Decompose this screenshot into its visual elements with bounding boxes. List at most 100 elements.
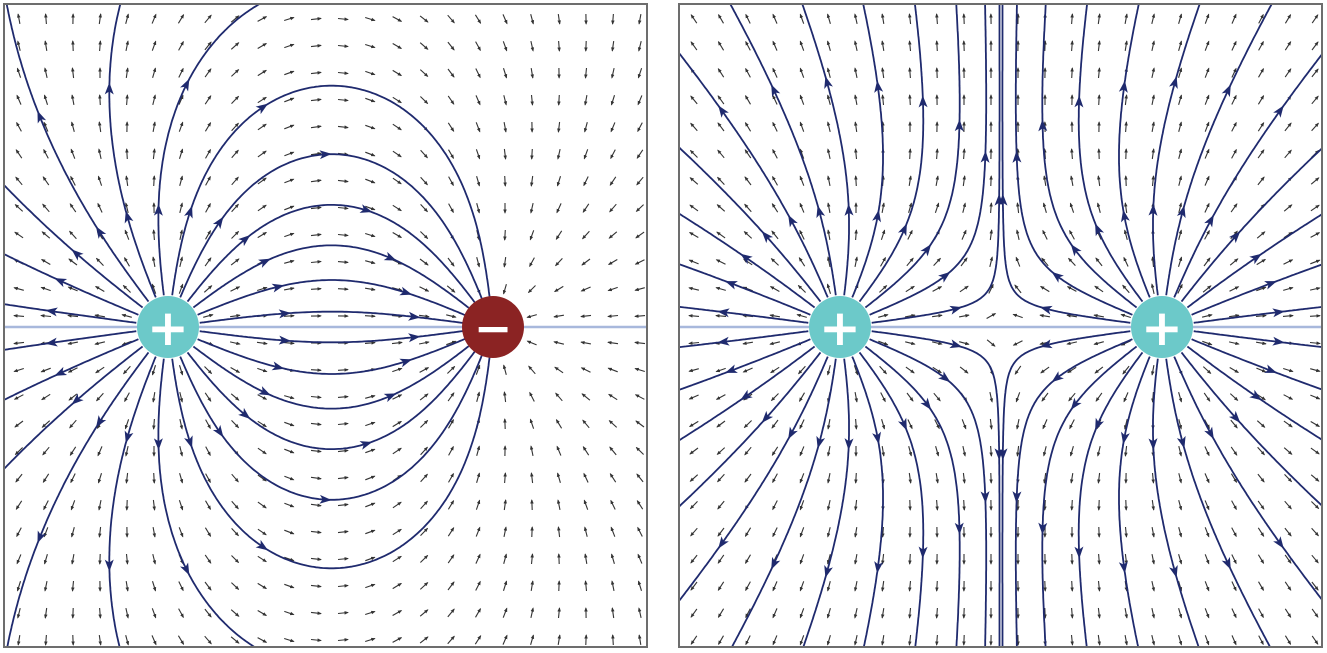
field-vector-arrow	[1231, 554, 1237, 565]
field-vector-arrow	[419, 286, 430, 292]
field-line-arrowhead	[71, 249, 84, 261]
field-vector-arrow	[1202, 366, 1212, 374]
field-vector-arrow	[1039, 285, 1050, 293]
field-line	[871, 5, 1001, 324]
field-vector-arrow	[1178, 473, 1183, 484]
field-vector-arrow	[446, 340, 457, 346]
field-vector-arrow	[690, 581, 698, 591]
field-vector-arrow	[503, 553, 508, 564]
field-vector-arrow	[908, 607, 912, 619]
field-vector-arrow	[152, 527, 156, 538]
dipole-field-panel: + −	[3, 3, 648, 648]
field-vector-arrow	[526, 314, 537, 319]
field-vector-arrow	[799, 175, 805, 186]
field-vector-arrow	[1309, 314, 1321, 318]
field-vector-arrow	[989, 445, 993, 457]
field-vector-arrow	[68, 393, 78, 401]
field-line-arrowhead	[1038, 119, 1048, 132]
field-vector-arrow	[1151, 365, 1155, 376]
field-vector-arrow	[419, 314, 430, 318]
field-vector-arrow	[854, 499, 858, 511]
field-vector-arrow	[420, 500, 428, 510]
field-vector-arrow	[204, 14, 212, 24]
field-line-arrowhead	[1176, 435, 1186, 449]
field-vector-arrow	[1178, 121, 1183, 132]
field-vector-arrow	[1310, 447, 1320, 455]
field-vector-arrow	[178, 40, 184, 51]
field-vector-arrow	[204, 581, 212, 591]
field-vector-arrow	[580, 341, 591, 345]
field-vector-arrow	[420, 176, 428, 186]
field-vector-arrow	[583, 472, 589, 483]
field-vector-arrow	[310, 638, 322, 642]
field-vector-arrow	[447, 41, 455, 51]
field-line	[680, 306, 809, 324]
field-vector-arrow	[580, 286, 591, 292]
field-vector-arrow	[906, 257, 914, 267]
field-vector-arrow	[799, 392, 805, 403]
field-vector-arrow	[797, 284, 806, 293]
field-vector-arrow	[448, 203, 454, 214]
field-vector-arrow	[365, 610, 376, 616]
field-vector-arrow	[16, 67, 22, 78]
field-vector-arrow	[420, 419, 429, 428]
field-vector-arrow	[447, 122, 455, 132]
field-line-arrowhead	[1051, 271, 1064, 283]
field-vector-arrow	[231, 95, 240, 104]
field-vector-arrow	[284, 448, 295, 454]
field-vector-arrow	[204, 527, 212, 538]
field-vector-arrow	[447, 14, 455, 24]
field-vector-arrow	[151, 283, 157, 294]
field-vector-arrow	[257, 43, 268, 49]
field-vector-arrow	[97, 148, 102, 160]
field-vector-arrow	[1311, 554, 1319, 564]
field-line-arrowhead	[54, 278, 68, 288]
field-vector-arrow	[1257, 527, 1265, 537]
field-vector-arrow	[17, 635, 21, 646]
field-line-arrowhead	[212, 424, 224, 438]
field-vector-arrow	[1284, 500, 1292, 510]
field-line	[1173, 54, 1321, 298]
field-vector-arrow	[1257, 176, 1265, 186]
field-vector-arrow	[689, 474, 699, 482]
field-vector-arrow	[420, 204, 429, 213]
field-vector-arrow	[257, 501, 267, 509]
field-vector-arrow	[555, 418, 563, 429]
field-vector-arrow	[13, 286, 24, 291]
field-vector-arrow	[583, 176, 589, 187]
field-vector-arrow	[475, 68, 481, 79]
field-vector-arrow	[1178, 445, 1183, 457]
field-vector-arrow	[1066, 286, 1077, 292]
field-line-arrowhead	[95, 415, 107, 428]
field-vector-arrow	[1231, 148, 1237, 159]
field-vector-arrow	[1203, 257, 1211, 267]
field-vector-arrow	[716, 231, 726, 239]
field-vector-arrow	[715, 394, 726, 400]
field-vector-arrow	[611, 41, 615, 52]
field-vector-arrow	[1204, 581, 1210, 592]
field-vector-arrow	[475, 580, 481, 591]
field-vector-arrow	[717, 500, 725, 510]
field-vector-arrow	[124, 419, 130, 430]
field-vector-arrow	[14, 420, 24, 428]
field-line-arrowhead	[1121, 209, 1130, 223]
field-vector-arrow	[392, 16, 403, 22]
field-vector-arrow	[1122, 284, 1130, 294]
field-vector-arrow	[337, 260, 349, 264]
field-vector-arrow	[1257, 122, 1265, 132]
field-vector-arrow	[881, 67, 885, 79]
field-vector-arrow	[337, 98, 349, 102]
field-vector-arrow	[151, 581, 157, 592]
field-vector-arrow	[1310, 474, 1320, 482]
field-vector-arrow	[1311, 581, 1319, 591]
field-vector-arrow	[1231, 527, 1237, 538]
field-vector-arrow	[43, 121, 49, 132]
field-vector-arrow	[151, 13, 157, 24]
field-vector-arrow	[98, 94, 102, 106]
field-vector-arrow	[205, 500, 211, 511]
field-line-arrowhead	[918, 546, 928, 559]
field-vector-arrow	[580, 367, 591, 373]
like-charges-field-plot: + +	[680, 5, 1321, 646]
field-vector-arrow	[203, 285, 213, 293]
field-line	[1152, 5, 1201, 296]
